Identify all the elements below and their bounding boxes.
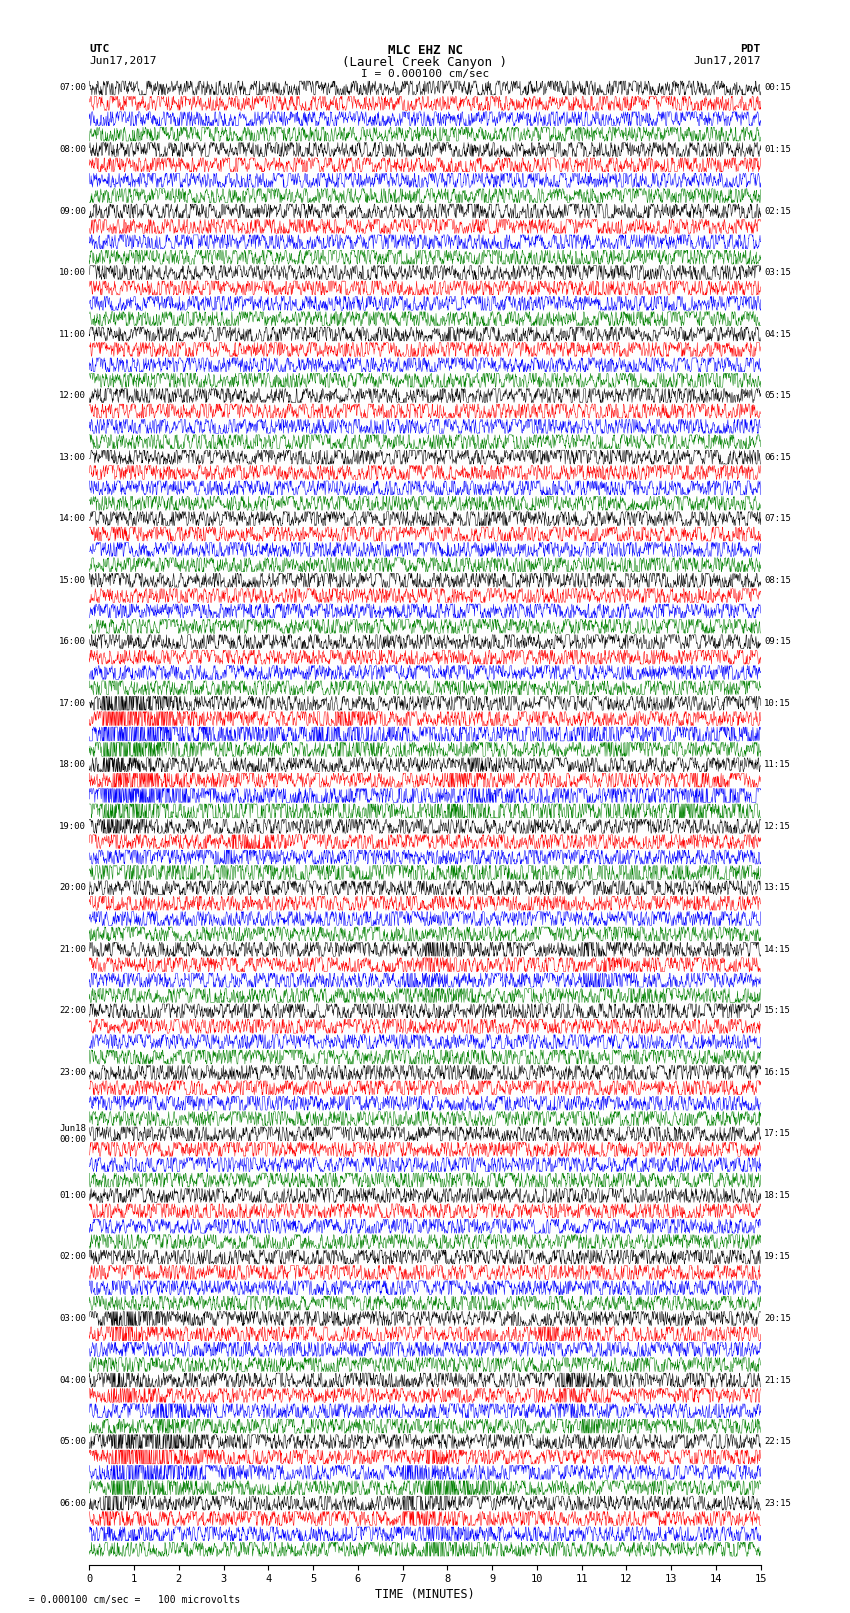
Text: 20:15: 20:15 <box>764 1315 791 1323</box>
Text: 04:15: 04:15 <box>764 329 791 339</box>
Text: (Laurel Creek Canyon ): (Laurel Creek Canyon ) <box>343 56 507 69</box>
Text: 12:00: 12:00 <box>59 390 86 400</box>
Text: 08:00: 08:00 <box>59 145 86 153</box>
Text: PDT: PDT <box>740 44 761 53</box>
Text: 23:15: 23:15 <box>764 1498 791 1508</box>
Text: 13:00: 13:00 <box>59 453 86 461</box>
Text: 21:00: 21:00 <box>59 945 86 953</box>
Text: 00:15: 00:15 <box>764 84 791 92</box>
Text: 09:15: 09:15 <box>764 637 791 647</box>
Text: 05:00: 05:00 <box>59 1437 86 1447</box>
X-axis label: TIME (MINUTES): TIME (MINUTES) <box>375 1589 475 1602</box>
Text: 11:00: 11:00 <box>59 329 86 339</box>
Text: 16:15: 16:15 <box>764 1068 791 1077</box>
Text: 04:00: 04:00 <box>59 1376 86 1384</box>
Text: 13:15: 13:15 <box>764 884 791 892</box>
Text: I = 0.000100 cm/sec: I = 0.000100 cm/sec <box>361 69 489 79</box>
Text: 18:15: 18:15 <box>764 1190 791 1200</box>
Text: 19:15: 19:15 <box>764 1252 791 1261</box>
Text: 07:15: 07:15 <box>764 515 791 523</box>
Text: 18:00: 18:00 <box>59 760 86 769</box>
Text: 09:00: 09:00 <box>59 206 86 216</box>
Text: Jun18
00:00: Jun18 00:00 <box>59 1124 86 1144</box>
Text: 07:00: 07:00 <box>59 84 86 92</box>
Text: 01:15: 01:15 <box>764 145 791 153</box>
Text: 08:15: 08:15 <box>764 576 791 584</box>
Text: 21:15: 21:15 <box>764 1376 791 1384</box>
Text: UTC: UTC <box>89 44 110 53</box>
Text: 11:15: 11:15 <box>764 760 791 769</box>
Text: 17:15: 17:15 <box>764 1129 791 1139</box>
Text: 03:15: 03:15 <box>764 268 791 277</box>
Text: 10:00: 10:00 <box>59 268 86 277</box>
Text: 19:00: 19:00 <box>59 821 86 831</box>
Text: Jun17,2017: Jun17,2017 <box>694 56 761 66</box>
Text: 17:00: 17:00 <box>59 698 86 708</box>
Text: 22:00: 22:00 <box>59 1007 86 1015</box>
Text: MLC EHZ NC: MLC EHZ NC <box>388 44 462 56</box>
Text: 01:00: 01:00 <box>59 1190 86 1200</box>
Text: 12:15: 12:15 <box>764 821 791 831</box>
Text: 06:00: 06:00 <box>59 1498 86 1508</box>
Text: Jun17,2017: Jun17,2017 <box>89 56 156 66</box>
Text: 14:15: 14:15 <box>764 945 791 953</box>
Text: 05:15: 05:15 <box>764 390 791 400</box>
Text: 03:00: 03:00 <box>59 1315 86 1323</box>
Text: 16:00: 16:00 <box>59 637 86 647</box>
Text: 22:15: 22:15 <box>764 1437 791 1447</box>
Text: 20:00: 20:00 <box>59 884 86 892</box>
Text: 14:00: 14:00 <box>59 515 86 523</box>
Text: 15:00: 15:00 <box>59 576 86 584</box>
Text: 10:15: 10:15 <box>764 698 791 708</box>
Text: 02:15: 02:15 <box>764 206 791 216</box>
Text: = 0.000100 cm/sec =   100 microvolts: = 0.000100 cm/sec = 100 microvolts <box>17 1595 241 1605</box>
Text: 02:00: 02:00 <box>59 1252 86 1261</box>
Text: 23:00: 23:00 <box>59 1068 86 1077</box>
Text: 15:15: 15:15 <box>764 1007 791 1015</box>
Text: 06:15: 06:15 <box>764 453 791 461</box>
